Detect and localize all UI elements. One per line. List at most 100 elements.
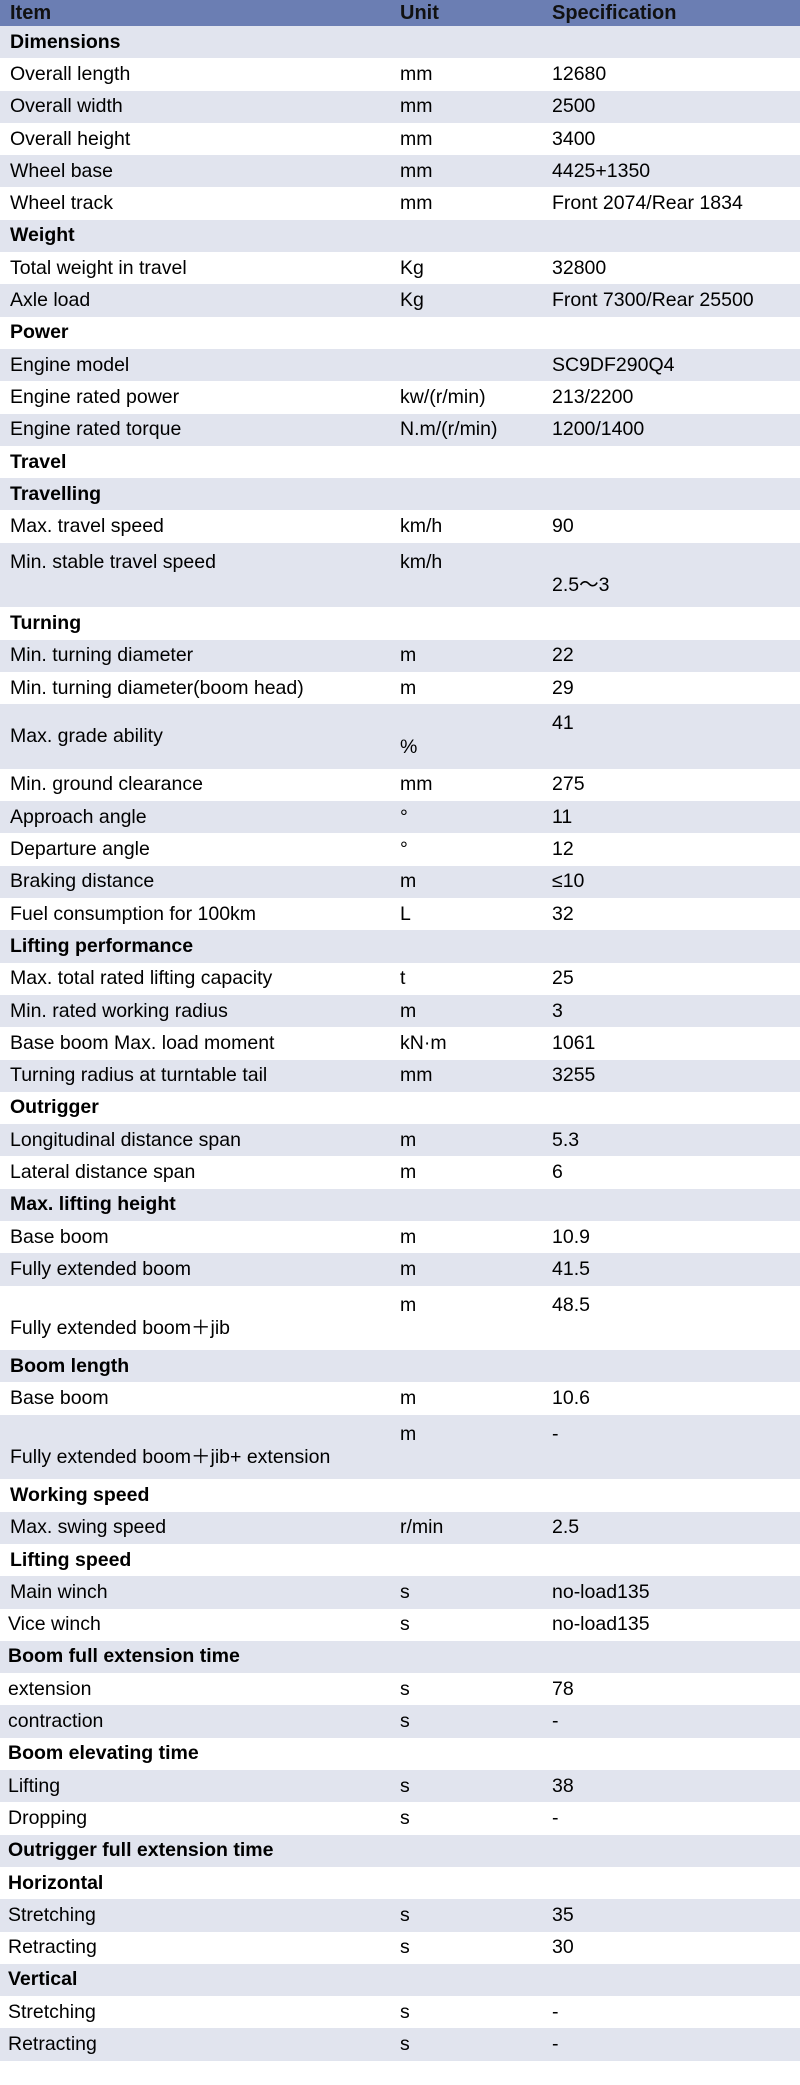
section-row: Dimensions [0, 26, 800, 59]
unit-cell: s [400, 1806, 410, 1829]
specification-cell: 35 [552, 1903, 574, 1926]
section-row: Max. lifting height [0, 1188, 800, 1221]
specification-cell: 41.5 [552, 1257, 590, 1280]
specification-cell: 12680 [552, 62, 607, 85]
specification-cell: 78 [552, 1677, 574, 1700]
specification-cell: 1200/1400 [552, 418, 645, 441]
table-row: Longitudinal distance span m 5.3 [0, 1124, 800, 1157]
unit-cell: kw/(r/min) [400, 385, 486, 408]
table-row: Stretching s 35 [0, 1899, 800, 1932]
specification-cell: 5.3 [552, 1128, 580, 1151]
table-row: Min. turning diameter(boom head) m 29 [0, 671, 800, 705]
section-title: Max. lifting height [10, 1193, 176, 1216]
section-title: Weight [10, 224, 75, 247]
specification-cell: - [552, 2033, 559, 2056]
item-cell: Longitudinal distance span [10, 1128, 241, 1151]
table-row: Approach angle ° 11 [0, 801, 800, 834]
unit-cell: m [400, 1128, 417, 1151]
table-row: Lifting s 38 [0, 1770, 800, 1803]
item-cell: Approach angle [10, 805, 147, 828]
item-cell: Wheel base [10, 159, 113, 182]
table-row: Departure angle ° 12 [0, 833, 800, 866]
specification-cell: no-load135 [552, 1613, 650, 1636]
section-row: Lifting performance [0, 930, 800, 963]
table-row: Retracting s - [0, 2028, 800, 2061]
table-row: extension s 78 [0, 1673, 800, 1706]
table-row: Total weight in travel Kg 32800 [0, 252, 800, 285]
section-row: Vertical [0, 1963, 800, 1997]
item-cell: Min. ground clearance [10, 773, 203, 796]
table-row: Max. total rated lifting capacity t 25 [0, 962, 800, 995]
unit-cell: m [400, 999, 417, 1022]
specification-cell: 32 [552, 902, 574, 925]
item-cell: Retracting [8, 2033, 97, 2056]
specification-cell: 2500 [552, 95, 596, 118]
item-cell: Max. total rated lifting capacity [10, 967, 273, 990]
item-cell: Min. stable travel speed [10, 550, 216, 573]
unit-cell: mm [400, 1064, 433, 1087]
section-title: Outrigger [10, 1096, 99, 1119]
table-row: Min. turning diameter m 22 [0, 639, 800, 672]
unit-cell: Kg [400, 289, 424, 312]
item-cell: Overall length [10, 62, 131, 85]
section-row: Travel [0, 445, 800, 479]
table-row: Dropping s - [0, 1802, 800, 1835]
item-cell: Departure angle [10, 838, 150, 861]
unit-cell: mm [400, 159, 433, 182]
unit-cell: mm [400, 192, 433, 215]
table-row: Max. travel speed km/h 90 [0, 510, 800, 543]
item-cell: Overall height [10, 127, 131, 150]
table-row: Fully extended boom＋jib+ extension m - [0, 1414, 800, 1480]
section-row: Working speed [0, 1479, 800, 1512]
specification-cell: - [552, 2000, 559, 2023]
item-cell: contraction [8, 1710, 104, 1733]
unit-cell: m [400, 676, 417, 699]
section-title: Working speed [10, 1484, 150, 1506]
specification-cell: 38 [552, 1774, 574, 1797]
unit-cell: s [400, 2033, 410, 2056]
unit-cell: m [400, 1161, 417, 1184]
item-cell: Total weight in travel [10, 256, 187, 279]
section-title: Outrigger full extension time [8, 1839, 274, 1862]
item-cell: Fuel consumption for 100km [10, 902, 257, 925]
item-cell: Max. travel speed [10, 515, 164, 538]
section-row: Horizontal [0, 1866, 800, 1900]
item-cell: Braking distance [10, 870, 155, 893]
unit-cell: m [400, 1387, 417, 1410]
section-title: Turning [10, 611, 82, 634]
specification-cell: - [552, 1710, 559, 1733]
section-row: Boom length [0, 1350, 800, 1383]
specification-cell: 22 [552, 644, 574, 667]
unit-cell: s [400, 2000, 410, 2023]
item-cell: Engine model [10, 353, 130, 376]
table-row: contraction s - [0, 1705, 800, 1738]
specification-cell: 2.5 [552, 1516, 580, 1539]
specification-cell: 10.9 [552, 1225, 590, 1248]
item-cell: Stretching [8, 1903, 96, 1926]
specification-cell: Front 7300/Rear 25500 [552, 289, 754, 312]
specification-cell: 3400 [552, 127, 596, 150]
item-cell: Min. rated working radius [10, 999, 228, 1022]
section-title: Travelling [10, 482, 102, 505]
unit-cell: km/h [400, 515, 443, 538]
item-cell: Axle load [10, 289, 91, 312]
item-cell: Max. swing speed [10, 1516, 167, 1539]
table-row: Overall width mm 2500 [0, 90, 800, 123]
unit-cell: t [400, 967, 406, 990]
item-cell: Wheel track [10, 192, 113, 215]
item-cell: Engine rated torque [10, 418, 182, 441]
section-row: Boom full extension time [0, 1640, 800, 1674]
section-title: Boom elevating time [8, 1742, 199, 1765]
specification-cell: 6 [552, 1161, 563, 1184]
table-row: Fully extended boom m 41.5 [0, 1253, 800, 1286]
unit-cell: mm [400, 127, 433, 150]
table-row: Overall length mm 12680 [0, 58, 800, 91]
specification-cell: 3 [552, 999, 563, 1022]
specification-cell: 25 [552, 967, 574, 990]
specification-cell: 11 [552, 805, 573, 828]
table-row: Stretching s - [0, 1996, 800, 2029]
table-row: Braking distance m ≤10 [0, 865, 800, 899]
table-row: Fuel consumption for 100km L 32 [0, 898, 800, 931]
item-cell: Min. turning diameter(boom head) [10, 676, 304, 699]
